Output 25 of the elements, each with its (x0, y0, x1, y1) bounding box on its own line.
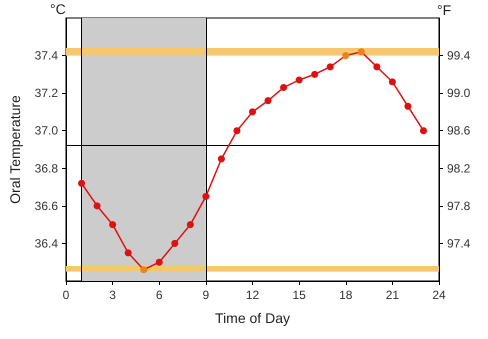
text: °C (50, 1, 66, 17)
y2-tick-label: 97.8 (447, 198, 471, 213)
x-tick-label: 12 (246, 288, 260, 302)
y-tick-label: 36.6 (34, 198, 58, 213)
y-tick-label: 37.0 (34, 124, 58, 138)
y2-tick-label: 98.6 (447, 124, 471, 138)
y-tick-label: 37.2 (34, 86, 58, 100)
y2-tick-label: 99.0 (447, 86, 471, 100)
x-tick-label: 18 (339, 288, 353, 302)
y-tick-label: 37.4 (34, 48, 58, 63)
y2-axis-title: °F (437, 2, 452, 18)
x-tick-label: 6 (156, 288, 163, 302)
y-tick-label: 36.8 (34, 161, 58, 176)
y2-tick-label: 97.4 (447, 236, 471, 250)
x-tick-label: 3 (109, 288, 116, 302)
y-tick-label: 36.4 (34, 236, 58, 250)
y-axis-title: Oral Temperature (7, 94, 23, 204)
y2-tick-label: 98.2 (447, 161, 471, 176)
x-tick-label: 9 (202, 288, 210, 302)
x-tick-label: 15 (292, 288, 306, 302)
x-axis-title: Time of Day (215, 310, 290, 326)
x-tick-label: 0 (62, 288, 70, 302)
x-tick-label: 24 (432, 288, 446, 302)
y2-tick-label: 99.4 (447, 48, 471, 63)
x-tick-label: 21 (386, 288, 400, 302)
